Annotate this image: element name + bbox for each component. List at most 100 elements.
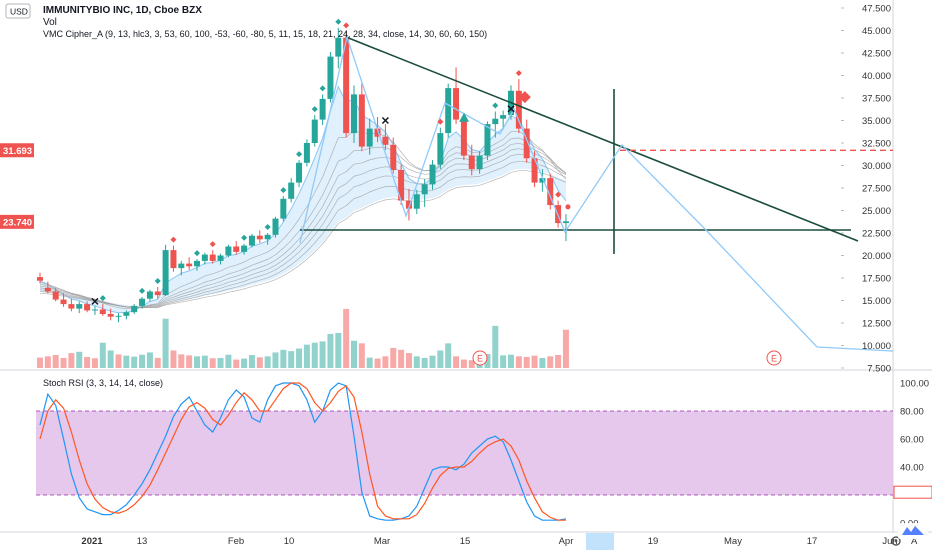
price-tick-label: 40.000 [862,71,891,82]
volume-bar [555,355,562,368]
candle-body [421,184,428,195]
volume-bar [107,350,114,368]
volume-bar [194,356,200,368]
price-tick-label: 35.000 [862,116,891,127]
candle-body [194,260,200,267]
signal-dot [565,204,571,210]
candle-body [303,143,310,163]
stoch-legend: Stoch RSI (3, 3, 14, 14, close) [43,378,163,388]
ema-line [39,130,567,310]
triangle-marker [459,112,470,122]
candle-body [547,178,554,206]
candle-body [68,304,75,309]
price-tick-label: 27.500 [862,184,891,195]
auto-scale-button[interactable]: A [911,536,918,547]
stoch-d-line [39,382,566,521]
candle-body [492,118,499,125]
volume-bar [37,357,43,368]
candle-body [374,128,381,137]
candle-body [84,304,91,311]
candle-body [241,245,248,252]
volume-bar [162,318,169,368]
volume-bar [241,358,248,368]
earnings-marker-label: E [477,354,483,364]
tradingview-logo-icon [898,523,928,539]
candle-body [264,234,271,240]
signal-diamond [437,118,444,125]
candle-body [351,94,357,134]
signal-diamond [492,102,499,109]
volume-bar [390,347,397,368]
candle-body [225,246,232,256]
candle-body [437,133,444,165]
ema-line [39,170,567,309]
volume-bar [500,355,507,368]
price-badge-label: 23.740 [3,217,32,228]
time-axis[interactable]: 2021 13 Feb 10 Mar 15 Apr 19 May 17 Jun [81,533,898,550]
price-tick-label: 30.000 [862,161,891,172]
candle-body [217,255,224,261]
volume-bar [272,352,279,368]
resistance-trendline [345,36,859,242]
candle-body [382,136,389,145]
candle-body [413,194,420,209]
stoch-value-badge [893,485,932,499]
volume-legend: Vol [43,17,57,28]
volume-bar [460,359,467,368]
volume-bar [523,356,530,368]
candle-body [515,90,522,129]
candle-body [390,144,397,170]
volume-bar [178,354,185,368]
volume-bar [374,358,381,368]
price-tick-label: 32.500 [862,139,891,150]
price-axis[interactable]: 47.500 45.000 42.500 40.000 37.500 35.000 32.5… [0,4,891,375]
cipher-ribbon-fill [40,86,566,313]
candle-body [123,312,130,316]
price-tick-label: 22.500 [862,229,891,240]
candle-body [460,119,467,156]
cross-marker [91,297,99,305]
candle-body [500,115,507,119]
signal-diamond [319,85,326,92]
candle-body [115,315,122,317]
signal-diamond [154,278,161,284]
volume-bar [515,356,522,368]
volume-bar [492,325,499,368]
volume-bar [76,351,83,368]
volume-bar [201,355,208,368]
volume-bar [91,358,98,368]
signal-diamond [296,151,303,158]
signal-diamond [555,191,562,198]
candle-body [280,198,287,219]
time-tick-label: 15 [460,536,471,547]
signal-diamond [280,187,287,194]
cipher-legend: VMC Cipher_A (9, 13, hlc3, 3, 53, 60, 10… [43,29,487,39]
time-tick-label: Apr [559,536,574,547]
candle-body [52,291,59,300]
signal-diamond [311,106,318,113]
volume-bar [319,341,326,368]
cross-marker [507,105,515,113]
candle-body [131,305,138,313]
currency-badge[interactable] [5,3,31,19]
volume-bar [437,350,444,368]
stoch-k-line [39,382,567,521]
volume-bar [225,354,232,368]
volume-bar [382,356,389,368]
candle-body [209,254,216,261]
candle-body [37,277,43,281]
price-badge-label: 31.693 [3,146,32,157]
candle-body [468,155,475,170]
volume-bar [115,354,122,368]
volume-bar [60,357,67,368]
candle-body [311,119,318,143]
volume-bar [170,350,177,368]
candle-body [139,298,146,306]
candle-body [248,235,255,246]
signal-diamond [99,295,106,302]
signal-diamond [139,287,146,294]
gear-icon[interactable] [891,536,901,546]
candle-body [358,94,365,147]
